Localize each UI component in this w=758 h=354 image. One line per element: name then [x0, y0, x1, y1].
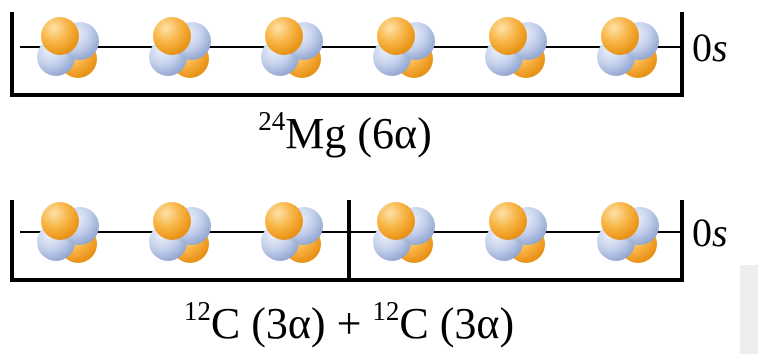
proton: [601, 17, 639, 55]
mass-number: 12: [372, 296, 399, 326]
alpha-cluster: [485, 17, 547, 78]
row: 0s 24Mg (6α): [12, 12, 728, 158]
alpha-cluster: [373, 202, 435, 263]
alpha-cluster: [149, 202, 211, 263]
proton: [41, 202, 79, 240]
proton: [265, 17, 303, 55]
bracket: [12, 200, 682, 280]
nucleus-label: 24Mg (6α): [258, 106, 431, 158]
alpha-cluster: [485, 202, 547, 263]
alpha-cluster: [37, 202, 99, 263]
proton: [265, 202, 303, 240]
proton: [489, 202, 527, 240]
proton: [601, 202, 639, 240]
nucleus-text: Mg (6α): [285, 109, 431, 158]
proton: [153, 202, 191, 240]
time-number: 0: [692, 210, 712, 255]
proton: [377, 202, 415, 240]
time-unit: s: [712, 25, 728, 70]
scroll-area: [740, 265, 758, 354]
time-label: 0s: [692, 210, 728, 255]
proton: [153, 17, 191, 55]
mass-number: 24: [258, 106, 286, 136]
alpha-cluster: [261, 17, 323, 78]
nucleus-label: 12C (3α) + 12C (3α): [184, 296, 514, 348]
mass-number: 12: [184, 296, 211, 326]
nucleus-text: C (3α): [399, 299, 514, 348]
proton: [377, 17, 415, 55]
alpha-cluster: [373, 17, 435, 78]
alpha-cluster: [149, 17, 211, 78]
time-label: 0s: [692, 25, 728, 70]
proton: [489, 17, 527, 55]
alpha-cluster: [37, 17, 99, 78]
alpha-cluster: [597, 202, 659, 263]
alpha-cluster: [261, 202, 323, 263]
nucleus-text: C (3α) +: [211, 299, 373, 348]
bracket: [12, 12, 682, 95]
diagram: 0s 24Mg (6α) 0s 12C (3α) + 12C (3α): [0, 0, 758, 354]
time-number: 0: [692, 25, 712, 70]
alpha-cluster: [597, 17, 659, 78]
time-unit: s: [712, 210, 728, 255]
proton: [41, 17, 79, 55]
row: 0s 12C (3α) + 12C (3α): [12, 200, 728, 348]
